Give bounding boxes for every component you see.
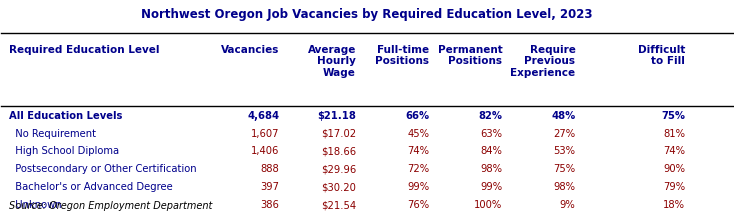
Text: 90%: 90% <box>663 164 685 174</box>
Text: 386: 386 <box>261 200 279 210</box>
Text: Bachelor's or Advanced Degree: Bachelor's or Advanced Degree <box>9 182 172 192</box>
Text: 9%: 9% <box>559 200 575 210</box>
Text: 84%: 84% <box>480 147 502 156</box>
Text: 397: 397 <box>261 182 279 192</box>
Text: 82%: 82% <box>479 111 502 121</box>
Text: 63%: 63% <box>480 129 502 139</box>
Text: Source: Oregon Employment Department: Source: Oregon Employment Department <box>9 201 212 211</box>
Text: Require
Previous
Experience: Require Previous Experience <box>510 45 575 78</box>
Text: 75%: 75% <box>661 111 685 121</box>
Text: 81%: 81% <box>663 129 685 139</box>
Text: Unknown: Unknown <box>9 200 62 210</box>
Text: 27%: 27% <box>553 129 575 139</box>
Text: All Education Levels: All Education Levels <box>9 111 122 121</box>
Text: 53%: 53% <box>553 147 575 156</box>
Text: $18.66: $18.66 <box>321 147 356 156</box>
Text: 100%: 100% <box>474 200 502 210</box>
Text: 48%: 48% <box>551 111 575 121</box>
Text: No Requirement: No Requirement <box>9 129 95 139</box>
Text: Vacancies: Vacancies <box>221 45 279 55</box>
Text: Postsecondary or Other Certification: Postsecondary or Other Certification <box>9 164 196 174</box>
Text: 1,406: 1,406 <box>251 147 279 156</box>
Text: 18%: 18% <box>663 200 685 210</box>
Text: 99%: 99% <box>407 182 429 192</box>
Text: Permanent
Positions: Permanent Positions <box>437 45 502 66</box>
Text: $17.02: $17.02 <box>321 129 356 139</box>
Text: $30.20: $30.20 <box>321 182 356 192</box>
Text: 76%: 76% <box>407 200 429 210</box>
Text: 4,684: 4,684 <box>247 111 279 121</box>
Text: 75%: 75% <box>553 164 575 174</box>
Text: Required Education Level: Required Education Level <box>9 45 159 55</box>
Text: 99%: 99% <box>480 182 502 192</box>
Text: Northwest Oregon Job Vacancies by Required Education Level, 2023: Northwest Oregon Job Vacancies by Requir… <box>141 8 593 21</box>
Text: 888: 888 <box>261 164 279 174</box>
Text: Full-time
Positions: Full-time Positions <box>375 45 429 66</box>
Text: 66%: 66% <box>405 111 429 121</box>
Text: Average
Hourly
Wage: Average Hourly Wage <box>308 45 356 78</box>
Text: 74%: 74% <box>663 147 685 156</box>
Text: 98%: 98% <box>480 164 502 174</box>
Text: 79%: 79% <box>663 182 685 192</box>
Text: 74%: 74% <box>407 147 429 156</box>
Text: $21.54: $21.54 <box>321 200 356 210</box>
Text: Difficult
to Fill: Difficult to Fill <box>638 45 685 66</box>
Text: $21.18: $21.18 <box>317 111 356 121</box>
Text: 1,607: 1,607 <box>251 129 279 139</box>
Text: 98%: 98% <box>553 182 575 192</box>
Text: 45%: 45% <box>407 129 429 139</box>
Text: $29.96: $29.96 <box>321 164 356 174</box>
Text: 72%: 72% <box>407 164 429 174</box>
Text: High School Diploma: High School Diploma <box>9 147 119 156</box>
